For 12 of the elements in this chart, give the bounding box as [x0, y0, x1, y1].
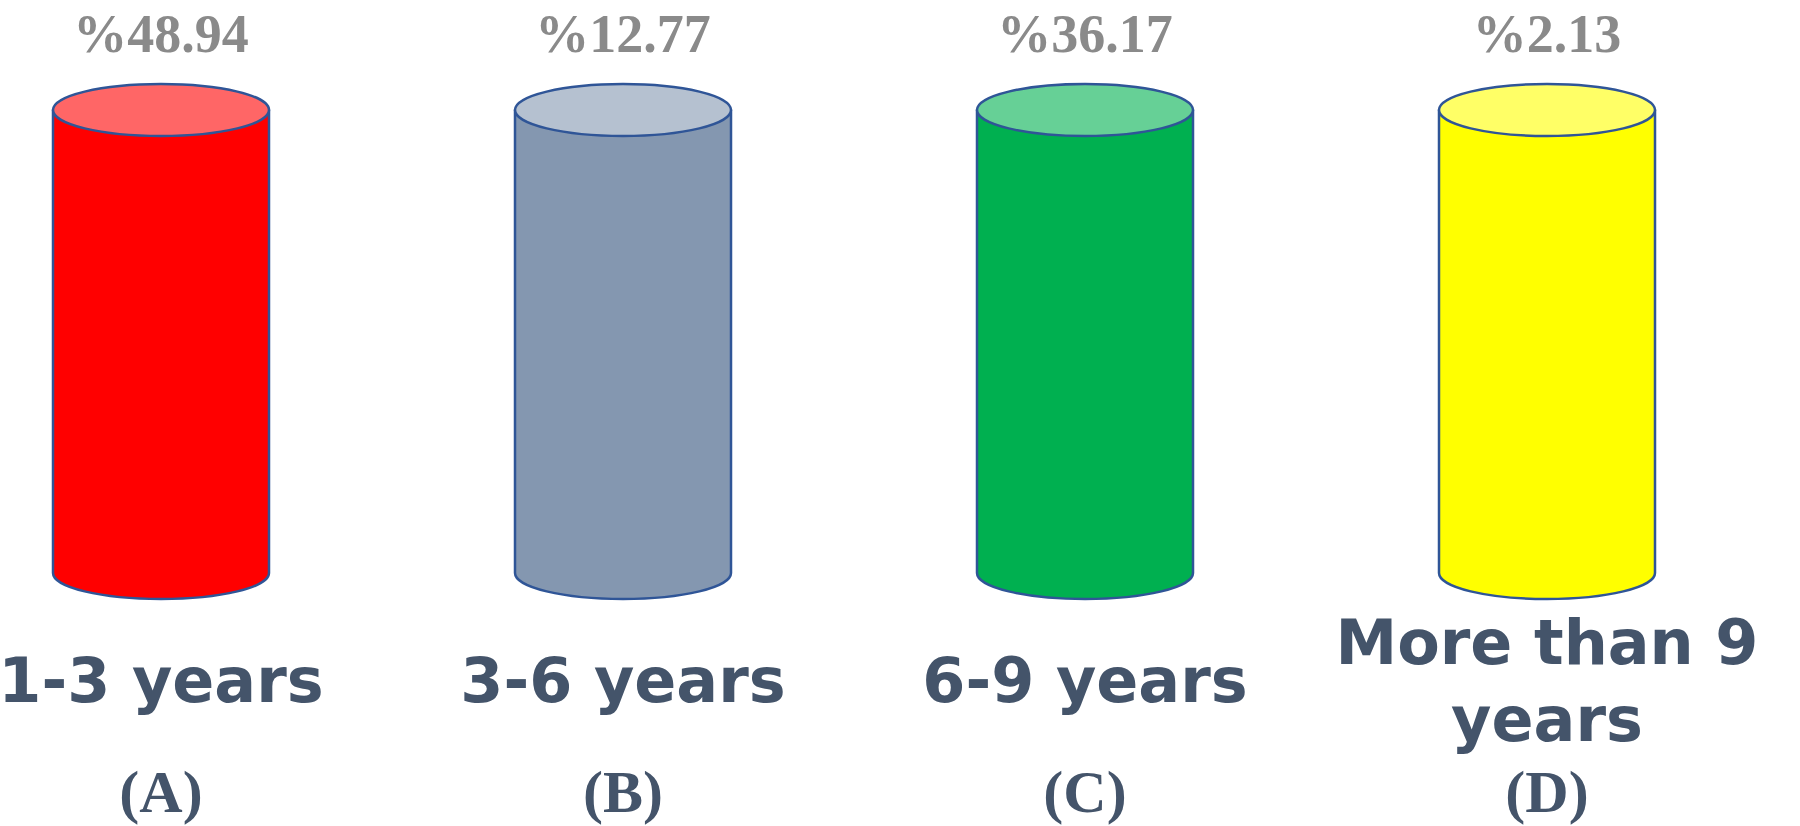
category-label: 1-3 years [0, 644, 324, 718]
category-label: More than 9 years [1335, 605, 1759, 756]
data-label: %36.17 [997, 4, 1173, 64]
category-label: 3-6 years [460, 644, 786, 718]
text: (D) [1505, 759, 1589, 825]
data-label: %2.13 [1472, 4, 1622, 64]
text: (C) [1043, 759, 1127, 825]
text: (B) [583, 759, 663, 825]
data-label: %48.94 [73, 4, 249, 64]
category-label: 6-9 years [922, 644, 1248, 718]
text: (A) [119, 759, 203, 825]
data-label: %12.77 [535, 4, 711, 64]
